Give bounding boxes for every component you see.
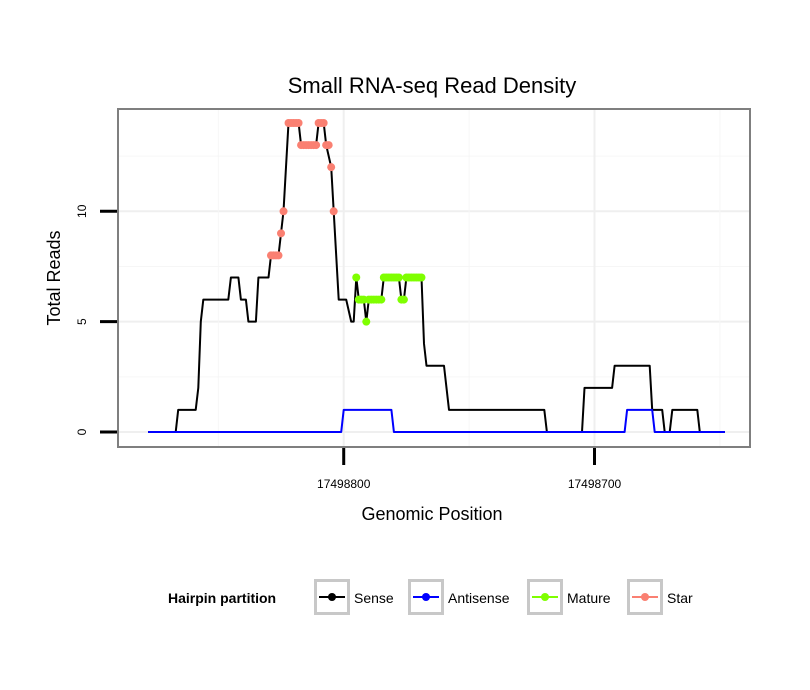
x-axis-title: Genomic Position	[361, 504, 502, 524]
chart-title: Small RNA-seq Read Density	[288, 73, 577, 98]
data-point-mature	[394, 273, 403, 282]
legend-label-antisense: Antisense	[448, 590, 510, 606]
data-point-mature	[417, 273, 426, 282]
data-point-star	[327, 163, 336, 172]
data-point-mature	[362, 317, 371, 326]
legend-key-point-star	[641, 593, 649, 601]
legend-key-point-antisense	[422, 593, 430, 601]
legend-label-star: Star	[667, 590, 693, 606]
data-point-star	[277, 229, 286, 238]
data-point-star	[312, 141, 321, 150]
data-point-mature	[352, 273, 361, 282]
y-tick-label: 0	[75, 428, 89, 435]
plot-panel	[117, 108, 751, 448]
data-point-star	[279, 207, 288, 216]
data-point-star	[319, 119, 328, 127]
y-tick-label: 10	[75, 204, 89, 218]
x-tick-label: 17498700	[568, 477, 622, 491]
legend: Hairpin partition Sense Antisense Mature St…	[168, 579, 693, 615]
y-tick-label: 5	[75, 318, 89, 325]
series-line-sense	[148, 122, 725, 433]
data-point-star	[274, 251, 283, 260]
y-axis-title: Total Reads	[44, 230, 64, 325]
data-point-mature	[377, 295, 386, 304]
legend-key-point-mature	[541, 593, 549, 601]
legend-label-sense: Sense	[354, 590, 394, 606]
legend-label-mature: Mature	[567, 590, 611, 606]
series-points	[266, 119, 426, 326]
data-point-mature	[399, 295, 408, 304]
data-point-star	[329, 207, 338, 216]
data-point-star	[294, 119, 303, 127]
legend-key-point-sense	[328, 593, 336, 601]
axes: 0 5 10 17498800 17498700	[75, 204, 622, 491]
series-line-antisense	[148, 408, 725, 433]
data-point-star	[324, 141, 333, 150]
x-tick-label: 17498800	[317, 477, 371, 491]
series-lines	[148, 122, 725, 433]
legend-title: Hairpin partition	[168, 590, 276, 606]
